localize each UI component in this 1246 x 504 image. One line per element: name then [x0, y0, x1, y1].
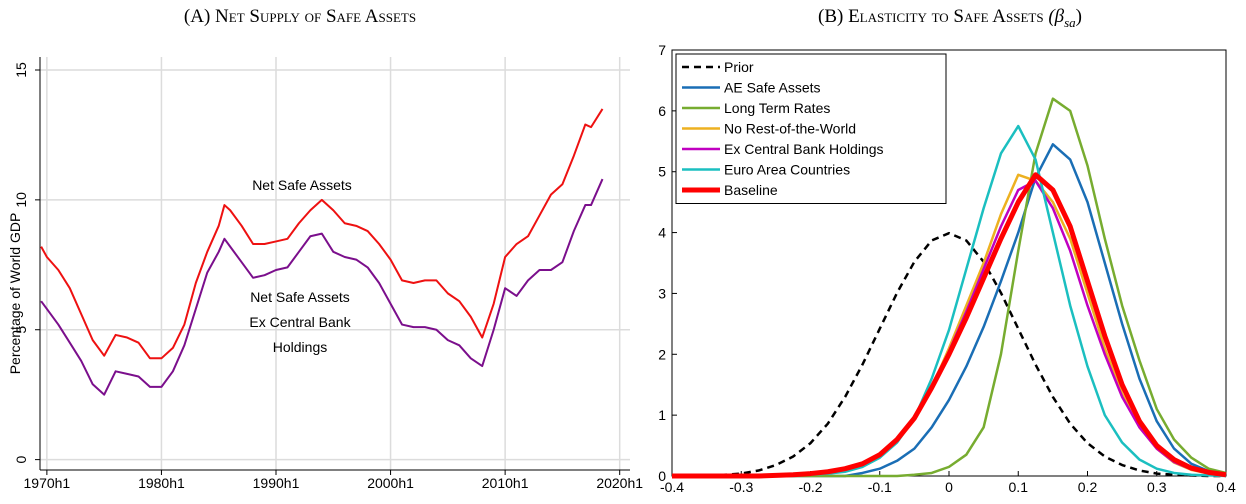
- y-tick-label: 0: [658, 468, 666, 484]
- x-tick-label: 2000h1: [367, 475, 414, 491]
- legend-label: No Rest-of-the-World: [724, 121, 856, 137]
- x-tick-label: -0.2: [798, 479, 822, 495]
- y-tick-label: 5: [13, 326, 29, 334]
- legend-box: [675, 53, 947, 204]
- series-line: [672, 231, 1226, 478]
- x-tick-label: 0.2: [1078, 479, 1098, 495]
- y-tick-label: 3: [658, 285, 666, 301]
- title-math: (β: [1048, 6, 1064, 27]
- annotation: Net Safe Assets: [250, 289, 350, 305]
- x-tick-label: -0.1: [868, 479, 892, 495]
- title-text: (B) Elasticity to Safe Assets: [818, 6, 1044, 27]
- y-tick-label: 1: [658, 407, 666, 423]
- x-tick-label: 2020h1: [596, 475, 643, 491]
- legend-label: Ex Central Bank Holdings: [724, 141, 884, 157]
- annotation: Ex Central Bank: [249, 314, 351, 330]
- legend-label: Baseline: [724, 182, 778, 198]
- chart-title: (B) Elasticity to Safe Assets (βsa): [818, 6, 1082, 30]
- x-tick-label: -0.4: [660, 479, 684, 495]
- y-tick-label: 0: [13, 456, 29, 464]
- x-tick-label: 1990h1: [253, 475, 300, 491]
- x-tick-label: 1980h1: [138, 475, 185, 491]
- series-line: [672, 172, 1227, 479]
- y-tick-label: 10: [13, 192, 29, 208]
- y-tick-label: 6: [658, 103, 666, 119]
- y-tick-label: 7: [658, 42, 666, 58]
- y-tick-label: 5: [658, 164, 666, 180]
- legend-label: Long Term Rates: [724, 100, 830, 116]
- series-line: [40, 178, 604, 396]
- legend-label: Prior: [724, 59, 754, 75]
- series-line: [40, 108, 604, 360]
- y-tick-label: 2: [658, 346, 666, 362]
- x-tick-label: 0: [945, 479, 953, 495]
- x-tick-label: 2010h1: [482, 475, 529, 491]
- title-math-sub: sa: [1064, 15, 1076, 30]
- annotation: Holdings: [273, 339, 327, 355]
- x-tick-label: -0.3: [729, 479, 753, 495]
- legend-label: Euro Area Countries: [724, 162, 850, 178]
- title-math-close: ): [1076, 6, 1082, 27]
- annotation: Net Safe Assets: [252, 177, 352, 193]
- y-axis-label: Percentage of World GDP: [7, 213, 23, 375]
- y-tick-label: 15: [13, 62, 29, 78]
- x-tick-label: 0.3: [1147, 479, 1167, 495]
- chart-title: (A) Net Supply of Safe Assets: [184, 6, 416, 27]
- x-tick-label: 0.4: [1216, 479, 1236, 495]
- y-tick-label: 4: [658, 225, 666, 241]
- x-tick-label: 0.1: [1009, 479, 1029, 495]
- x-tick-label: 1970h1: [24, 475, 71, 491]
- legend-label: AE Safe Assets: [724, 80, 821, 96]
